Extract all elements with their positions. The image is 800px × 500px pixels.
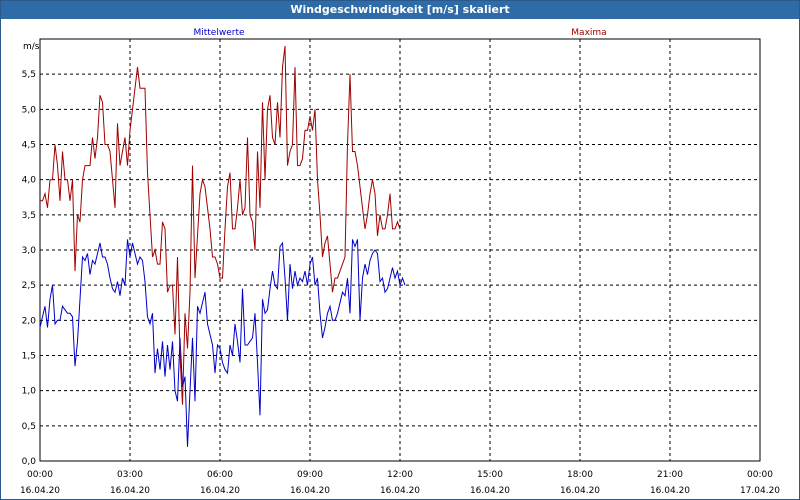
x-tick-date-label: 16.04.20	[290, 486, 330, 496]
y-axis-tick-labels: 0,0 0,5 1,0 1,5 2,0 2,5 3,0 3,5 4,0 4,5 5,0 5,5	[22, 70, 37, 467]
x-tick-date-label: 16.04.20	[380, 486, 420, 496]
x-tick-date-label: 17.04.20	[740, 486, 780, 496]
legend-mittelwerte: Mittelwerte	[193, 28, 244, 38]
legend-maxima: Maxima	[571, 28, 606, 38]
series-line-maxima	[40, 45, 401, 405]
y-tick-label: 4,0	[22, 176, 37, 186]
y-axis-unit-label: m/s	[23, 42, 40, 52]
x-tick-date-label: 16.04.20	[20, 486, 60, 496]
x-tick-time-label: 00:00	[27, 470, 53, 480]
y-tick-label: 2,5	[22, 281, 36, 291]
y-tick-label: 2,0	[22, 316, 37, 326]
series-line-mittelwerte	[39, 239, 406, 447]
y-tick-label: 3,5	[22, 211, 36, 221]
x-tick-time-label: 00:00	[747, 470, 773, 480]
window-title: Windgeschwindigkeit [m/s] skaliert	[1, 1, 799, 19]
axes	[39, 38, 761, 462]
x-tick-time-label: 18:00	[567, 470, 593, 480]
y-tick-label: 5,5	[22, 70, 36, 80]
x-tick-date-label: 16.04.20	[110, 486, 150, 496]
x-tick-time-label: 15:00	[477, 470, 503, 480]
x-tick-date-label: 16.04.20	[470, 486, 510, 496]
y-tick-label: 1,5	[22, 352, 36, 362]
x-tick-date-label: 16.04.20	[650, 486, 690, 496]
series-lines	[39, 45, 406, 447]
x-tick-time-label: 21:00	[657, 470, 683, 480]
y-tick-label: 0,0	[22, 457, 37, 467]
plot-frame	[39, 38, 761, 462]
x-axis-tick-labels: 00:00 16.04.20 03:00 16.04.20 06:00 16.04.20 0…	[20, 470, 780, 496]
x-tick-date-label: 16.04.20	[200, 486, 240, 496]
x-tick-time-label: 06:00	[207, 470, 233, 480]
x-tick-time-label: 12:00	[387, 470, 413, 480]
y-tick-label: 4,5	[22, 141, 36, 151]
x-tick-time-label: 03:00	[117, 470, 143, 480]
y-tick-label: 0,5	[22, 422, 36, 432]
x-tick-time-label: 09:00	[297, 470, 323, 480]
x-tick-date-label: 16.04.20	[560, 486, 600, 496]
y-tick-label: 5,0	[22, 105, 37, 115]
y-tick-label: 1,0	[22, 387, 37, 397]
y-tick-label: 3,0	[22, 246, 37, 256]
grid	[40, 39, 760, 461]
